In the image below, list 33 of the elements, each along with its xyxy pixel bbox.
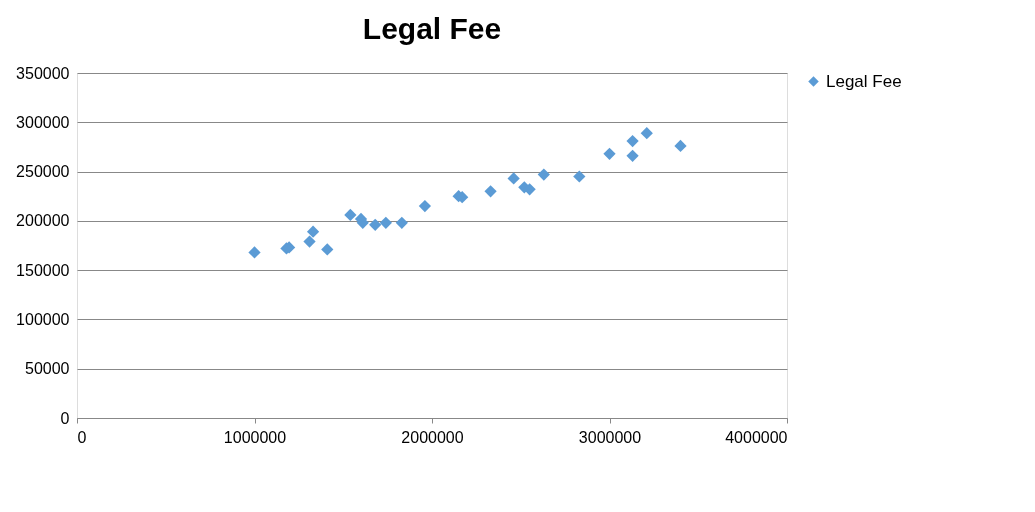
point [537, 168, 550, 181]
point [306, 225, 320, 238]
y-tick-label: 350000 [16, 64, 70, 82]
point [626, 134, 639, 148]
point [573, 170, 586, 183]
point [640, 127, 653, 140]
point [344, 208, 357, 222]
y-tick-label: 250000 [16, 163, 70, 181]
x-tick-label: 0 [77, 428, 87, 446]
point [507, 172, 520, 185]
x-tick-label: 3000000 [578, 428, 642, 446]
y-tick-label: 50000 [25, 360, 70, 378]
point [674, 139, 687, 153]
point [603, 147, 616, 160]
point [379, 216, 392, 229]
point [369, 218, 382, 231]
point [395, 216, 408, 229]
x-tick-label: 4000000 [725, 428, 788, 446]
point [321, 243, 334, 256]
y-tick-label: 0 [60, 409, 70, 427]
point [626, 149, 639, 162]
point [418, 199, 432, 213]
x-tick-label: 2000000 [401, 428, 464, 446]
chart-title: Legal Fee [362, 12, 502, 45]
y-tick-label: 150000 [16, 261, 70, 279]
y-tick-label: 300000 [16, 113, 70, 131]
point [303, 235, 316, 248]
x-tick-label: 1000000 [223, 428, 287, 446]
point [248, 246, 261, 259]
y-tick-label: 200000 [16, 212, 70, 230]
legend-label: Legal Fee [826, 71, 902, 91]
point [484, 185, 497, 198]
y-tick-label: 100000 [16, 310, 70, 328]
